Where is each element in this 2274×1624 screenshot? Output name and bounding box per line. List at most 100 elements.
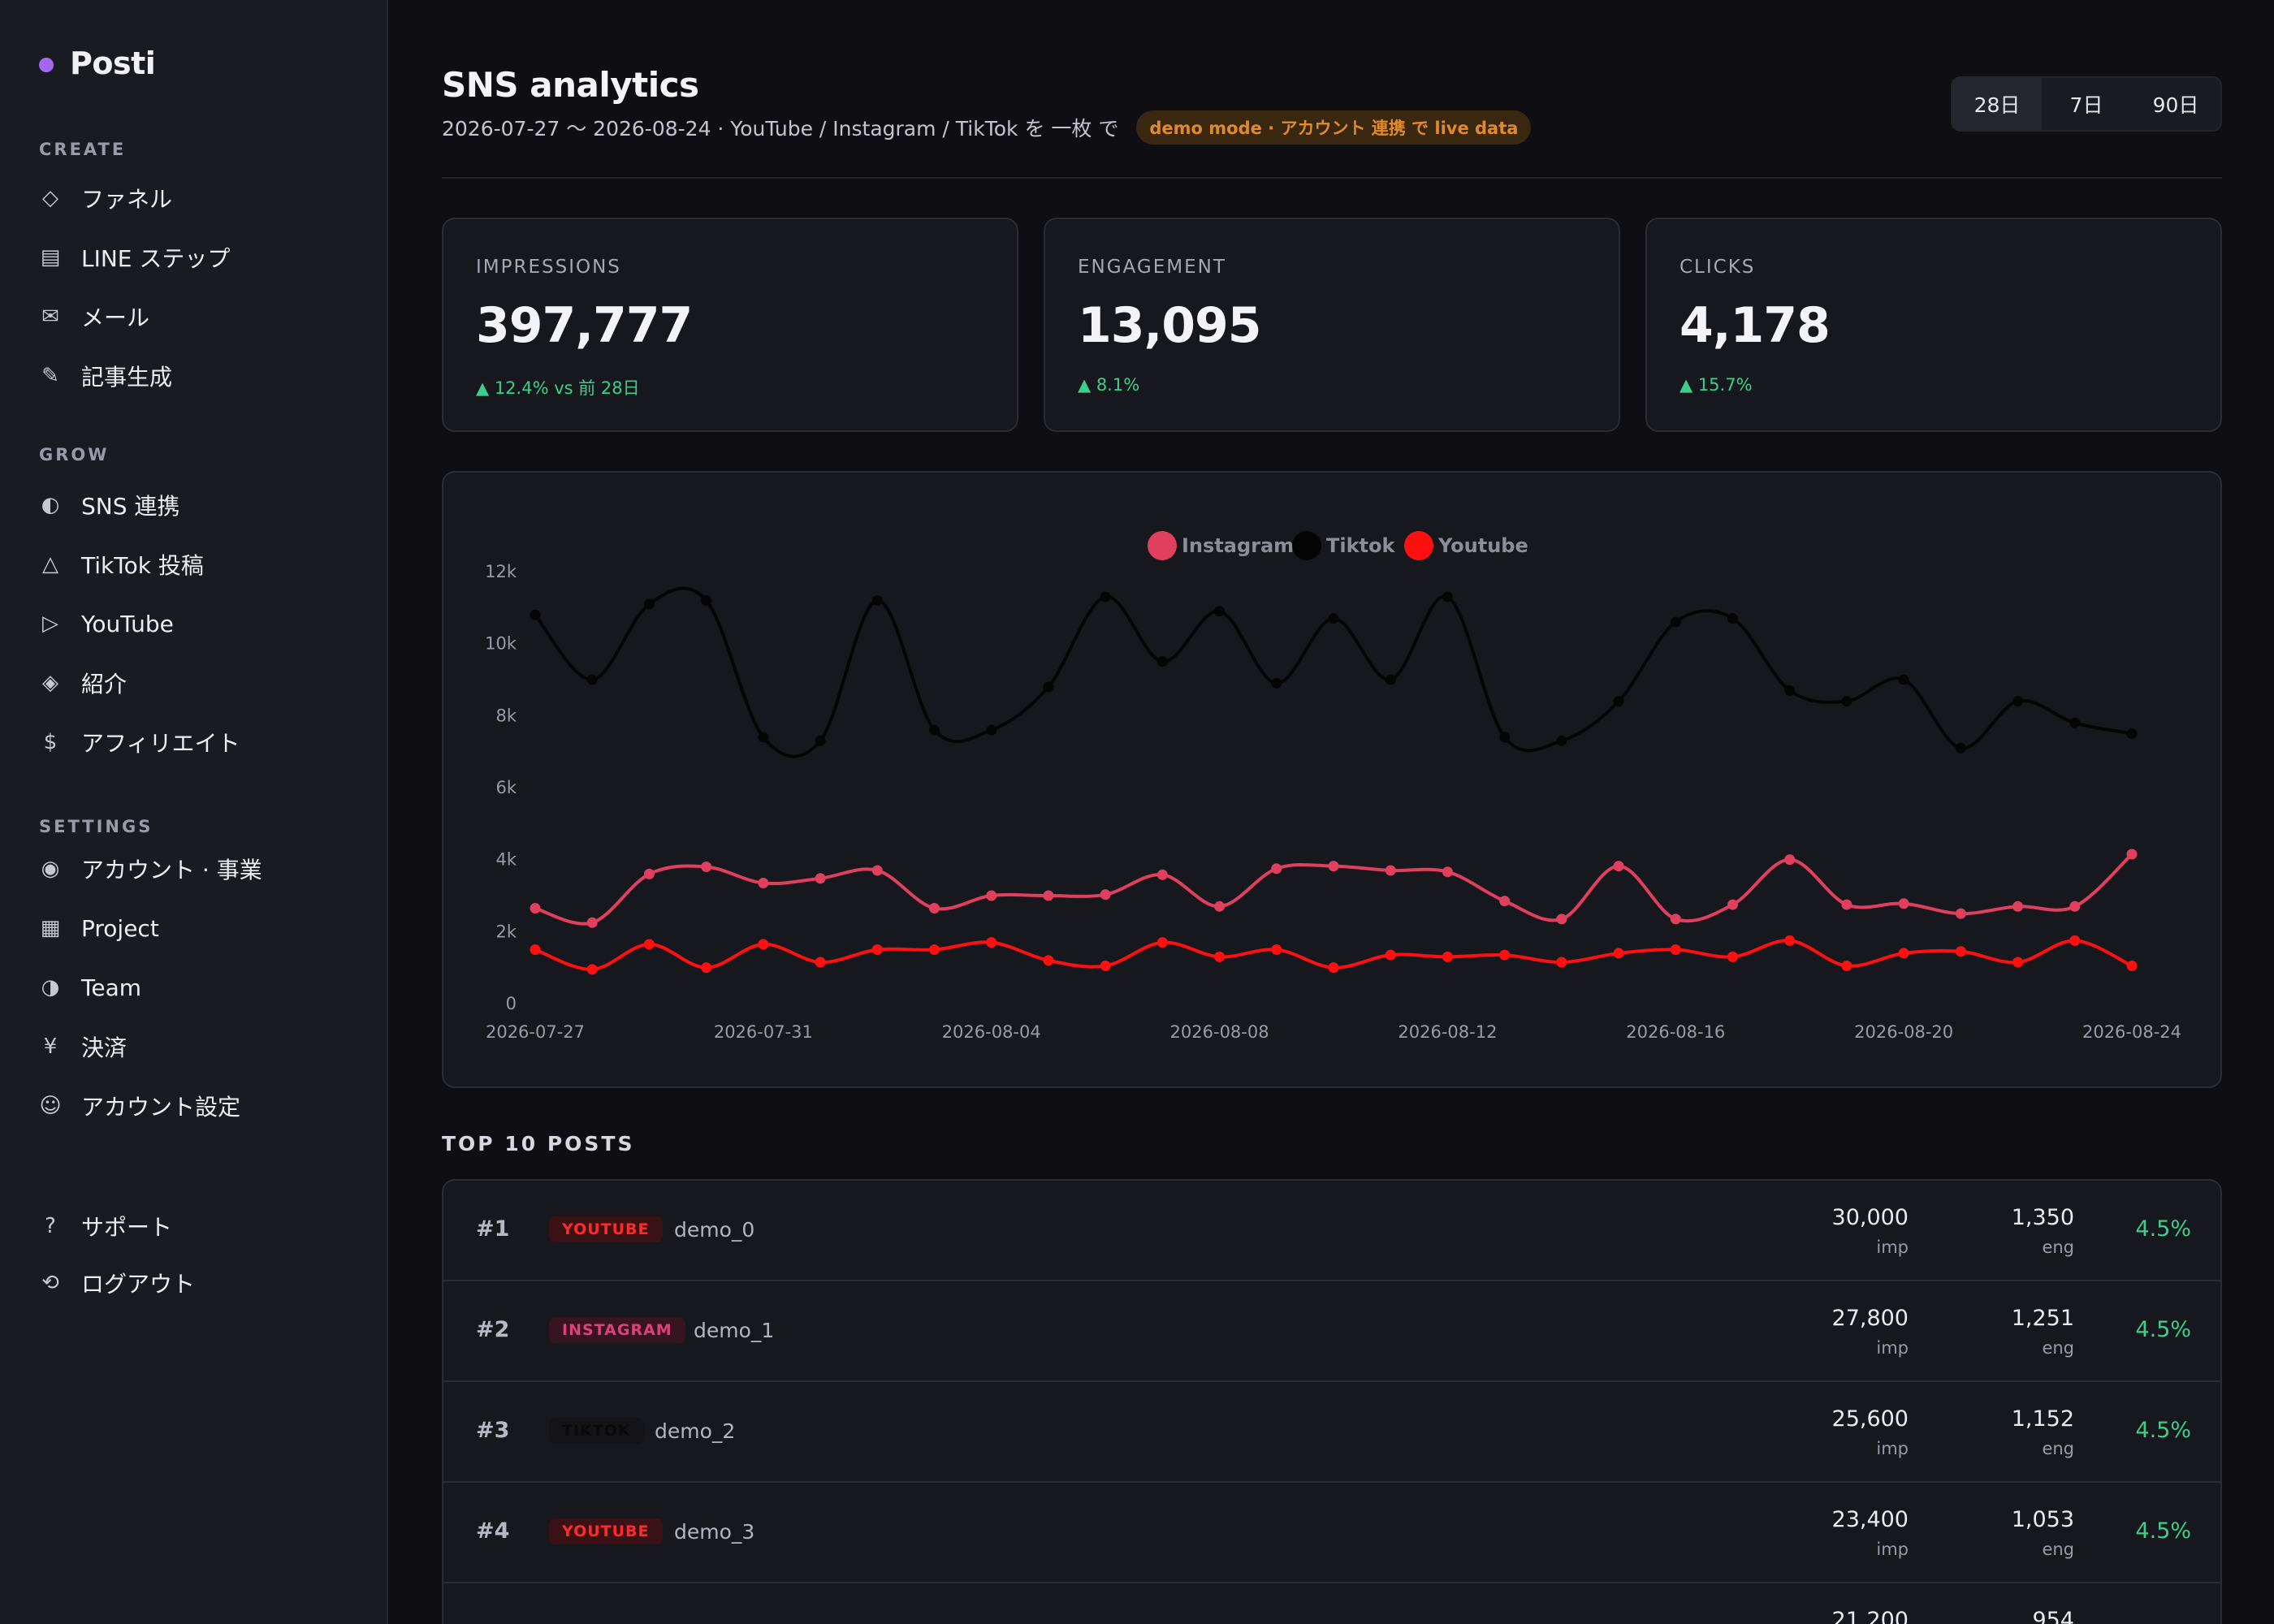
y-tick-label: 10k <box>485 634 517 654</box>
data-point-tiktok <box>1898 674 1909 685</box>
post-title: demo_1 <box>694 1319 775 1342</box>
data-point-instagram <box>530 903 541 914</box>
engagement-value: 1,251 <box>2011 1306 2074 1331</box>
kpi-value: 13,095 <box>1078 297 1262 354</box>
x-tick-label: 2026-07-31 <box>714 1022 813 1042</box>
engagement-unit: eng <box>2042 1439 2074 1458</box>
sidebar-item[interactable]: △ TikTok 投稿 <box>36 540 361 589</box>
data-point-youtube <box>701 962 712 974</box>
data-point-instagram <box>1271 863 1282 875</box>
data-point-instagram <box>1727 899 1738 910</box>
data-point-youtube <box>1385 949 1396 961</box>
range-28d-button[interactable]: 28日 <box>1952 78 2042 130</box>
table-row[interactable]: #2 INSTAGRAM demo_1 27,800 imp 1,251 eng 4.5% <box>443 1281 2220 1382</box>
x-tick-label: 2026-08-16 <box>1626 1022 1725 1042</box>
data-point-instagram <box>986 890 997 901</box>
impressions-chart-card: 0 2k 4k 6k 8k 10k 12k 2026-07-27 2026-07-31 2026-… <box>442 471 2222 1088</box>
data-point-tiktok <box>1556 735 1567 746</box>
engagement-rate: 4.5% <box>2135 1216 2191 1242</box>
kpi-card-clicks: CLICKS 4,178 ▲ 15.7% <box>1645 218 2222 432</box>
data-point-youtube <box>530 944 541 955</box>
data-point-tiktok <box>701 594 712 606</box>
data-point-youtube <box>2012 957 2024 968</box>
logout-button[interactable]: ⟲ ログアウト <box>36 1259 361 1307</box>
sidebar-item[interactable]: ✎ 記事生成 <box>36 352 361 400</box>
data-point-tiktok <box>1271 677 1282 689</box>
data-point-tiktok <box>1043 681 1054 693</box>
sidebar-item-label: LINE ステップ <box>81 245 231 272</box>
sidebar-item-label: Team <box>81 974 142 1001</box>
brand-name: Posti <box>70 45 156 81</box>
data-point-youtube <box>1898 948 1909 959</box>
data-point-youtube <box>871 944 883 955</box>
brand-logo[interactable]: Posti <box>39 45 156 81</box>
data-point-youtube <box>758 939 769 950</box>
data-point-tiktok <box>530 609 541 620</box>
data-point-tiktok <box>1156 656 1168 667</box>
impressions-value: 21,200 <box>1831 1608 1909 1624</box>
pencil-icon: ✎ <box>41 364 59 388</box>
table-row[interactable]: #3 TIKTOK demo_2 25,600 imp 1,152 eng 4.5% <box>443 1382 2220 1483</box>
sidebar-item[interactable]: $ アフィリエイト <box>36 718 361 767</box>
sidebar-item-label: 紹介 <box>81 671 128 698</box>
data-point-instagram <box>1214 901 1226 912</box>
data-point-instagram <box>701 862 712 873</box>
data-point-instagram <box>1670 914 1681 925</box>
support-link[interactable]: ? サポート <box>36 1202 361 1250</box>
data-point-instagram <box>2126 849 2138 860</box>
sidebar-item[interactable]: ◈ 紹介 <box>36 659 361 707</box>
sidebar-item[interactable]: ☺ アカウント設定 <box>36 1082 361 1130</box>
data-point-instagram <box>1442 866 1453 878</box>
sidebar-item[interactable]: ◑ Team <box>36 963 361 1012</box>
sidebar-item[interactable]: ◐ SNS 連携 <box>36 481 361 529</box>
data-point-instagram <box>1043 890 1054 901</box>
data-point-tiktok <box>2012 696 2024 707</box>
grid-icon: ▦ <box>40 916 61 940</box>
nav-section-title: SETTINGS <box>39 817 153 836</box>
kpi-label: IMPRESSIONS <box>476 257 621 278</box>
table-row[interactable]: 21,200imp954eng <box>443 1583 2220 1624</box>
subtitle-row: 2026-07-27 〜 2026-08-24 · YouTube / Inst… <box>442 110 1532 145</box>
engagement-value: 1,152 <box>2011 1406 2074 1432</box>
kpi-delta: ▲ 12.4% vs 前 28日 <box>476 378 640 398</box>
platform-badge: YOUTUBE <box>549 1216 663 1242</box>
x-tick-label: 2026-08-08 <box>1170 1022 1269 1042</box>
series-line-instagram <box>534 853 2133 926</box>
kpi-label: ENGAGEMENT <box>1078 257 1226 278</box>
brand-dot-icon <box>39 58 54 72</box>
table-row[interactable]: #1 YOUTUBE demo_0 30,000 imp 1,350 eng 4.5% <box>443 1181 2220 1281</box>
platform-badge: TIKTOK <box>549 1418 644 1444</box>
sidebar-item-label: ログアウト <box>81 1271 196 1298</box>
sidebar-item[interactable]: ◇ ファネル <box>36 174 361 222</box>
play-icon: ▷ <box>42 611 58 636</box>
data-point-instagram <box>586 917 598 928</box>
data-point-youtube <box>1613 948 1624 959</box>
data-point-youtube <box>1727 951 1738 962</box>
range-90d-button[interactable]: 90日 <box>2152 93 2199 117</box>
platform-badge: INSTAGRAM <box>549 1317 685 1343</box>
table-row[interactable]: #4 YOUTUBE demo_3 23,400 imp 1,053 eng 4.5% <box>443 1483 2220 1583</box>
data-point-tiktok <box>2126 728 2138 739</box>
post-rank: #4 <box>476 1518 510 1544</box>
impressions-value: 23,400 <box>1831 1507 1909 1532</box>
engagement-rate: 4.5% <box>2135 1317 2191 1342</box>
triangle-icon: △ <box>42 552 58 577</box>
data-point-instagram <box>643 868 655 879</box>
sidebar-item-label: ファネル <box>81 186 173 213</box>
sidebar-item[interactable]: ¥ 決済 <box>36 1022 361 1071</box>
data-point-instagram <box>1499 896 1511 907</box>
data-point-tiktok <box>986 724 997 736</box>
range-7d-button[interactable]: 7日 <box>2069 93 2103 117</box>
sidebar-item[interactable]: ▤ LINE ステップ <box>36 233 361 282</box>
data-point-instagram <box>1898 898 1909 909</box>
x-tick-label: 2026-08-24 <box>2082 1022 2181 1042</box>
sidebar-item[interactable]: ◉ アカウント · 事業 <box>36 844 361 893</box>
engagement-unit: eng <box>2042 1338 2074 1358</box>
x-tick-label: 2026-08-12 <box>1398 1022 1497 1042</box>
data-point-youtube <box>2069 935 2081 946</box>
data-point-tiktok <box>1670 616 1681 628</box>
sidebar-item[interactable]: ▷ YouTube <box>36 599 361 648</box>
list-icon: ▤ <box>40 245 61 270</box>
sidebar-item[interactable]: ▦ Project <box>36 904 361 952</box>
sidebar-item[interactable]: ✉ メール <box>36 292 361 341</box>
